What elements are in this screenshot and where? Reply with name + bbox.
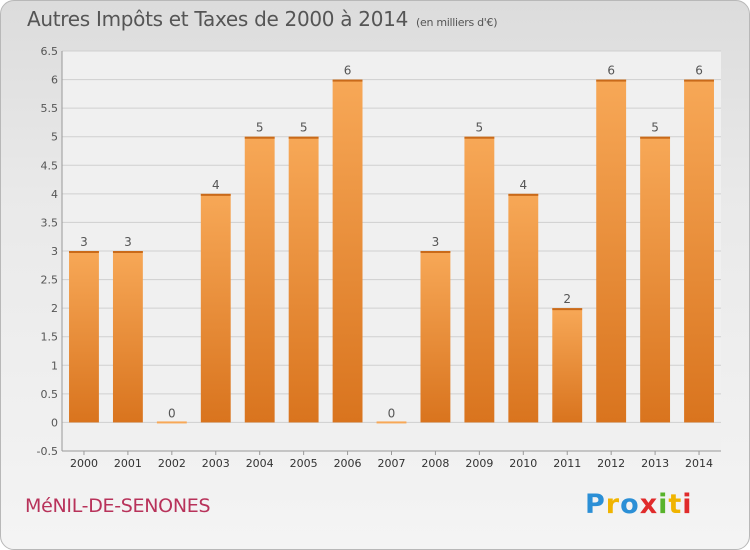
logo-letter: o bbox=[620, 489, 640, 520]
data-label: 6 bbox=[607, 64, 615, 78]
bar-top-edge bbox=[420, 251, 451, 253]
location-name: MéNIL-DE-SENONES bbox=[25, 495, 211, 517]
data-label: 6 bbox=[344, 64, 352, 78]
data-label: 3 bbox=[124, 235, 132, 249]
data-label: 0 bbox=[388, 406, 396, 420]
x-tick-label: 2014 bbox=[685, 457, 713, 470]
x-tick-label: 2001 bbox=[114, 457, 142, 470]
y-tick-label: 0.5 bbox=[41, 388, 59, 401]
bar bbox=[640, 136, 671, 423]
y-tick-label: 1.5 bbox=[41, 331, 59, 344]
bar bbox=[420, 251, 451, 423]
bar-top-edge bbox=[200, 193, 231, 196]
bar-top-edge bbox=[508, 193, 539, 196]
data-label: 0 bbox=[168, 406, 176, 420]
x-tick-label: 2011 bbox=[553, 457, 581, 470]
y-tick-label: 5.5 bbox=[41, 102, 59, 115]
y-tick-label: 5 bbox=[51, 131, 58, 144]
bar-top-edge bbox=[112, 251, 143, 253]
bar-top-edge bbox=[332, 79, 363, 82]
data-label: 5 bbox=[476, 121, 484, 135]
y-tick-label: 4.5 bbox=[41, 159, 59, 172]
bar bbox=[200, 193, 231, 423]
bar bbox=[684, 79, 714, 423]
bar bbox=[464, 136, 495, 423]
data-label: 4 bbox=[519, 178, 527, 192]
bar-top-edge bbox=[640, 136, 671, 139]
bar bbox=[376, 421, 407, 424]
y-tick-label: 2 bbox=[51, 302, 58, 315]
bar-top-edge bbox=[684, 79, 714, 82]
x-tick-label: 2004 bbox=[246, 457, 274, 470]
x-tick-label: 2005 bbox=[290, 457, 318, 470]
x-tick-label: 2012 bbox=[597, 457, 625, 470]
x-tick-label: 2000 bbox=[70, 457, 98, 470]
y-tick-label: 4 bbox=[51, 188, 58, 201]
data-label: 3 bbox=[80, 235, 88, 249]
bar-top-edge bbox=[288, 136, 319, 139]
bar-top-edge bbox=[244, 136, 275, 139]
bar-top-edge bbox=[464, 136, 495, 139]
x-tick-label: 2006 bbox=[334, 457, 362, 470]
x-tick-label: 2007 bbox=[378, 457, 406, 470]
data-label: 4 bbox=[212, 178, 220, 192]
y-tick-label: 6.5 bbox=[41, 45, 59, 58]
y-tick-label: 0 bbox=[51, 416, 58, 429]
bar-top-edge bbox=[69, 251, 99, 253]
x-tick-label: 2010 bbox=[509, 457, 537, 470]
chart-title: Autres Impôts et Taxes de 2000 à 2014 (en… bbox=[27, 7, 497, 31]
data-label: 5 bbox=[300, 121, 308, 135]
x-tick-label: 2002 bbox=[158, 457, 186, 470]
data-label: 3 bbox=[432, 235, 440, 249]
bar bbox=[244, 136, 275, 423]
bar bbox=[332, 79, 363, 423]
logo-letter: t bbox=[668, 489, 683, 520]
data-label: 5 bbox=[256, 121, 264, 135]
logo-letter: P bbox=[585, 489, 606, 520]
x-tick-label: 2008 bbox=[421, 457, 449, 470]
data-label: 6 bbox=[695, 64, 703, 78]
bar bbox=[508, 193, 539, 423]
chart-title-text: Autres Impôts et Taxes de 2000 à 2014 bbox=[27, 7, 408, 31]
y-tick-label: 2.5 bbox=[41, 274, 59, 287]
data-label: 2 bbox=[563, 292, 571, 306]
logo-letter: i bbox=[658, 489, 669, 520]
logo-letter: x bbox=[639, 489, 659, 520]
logo-letter: i bbox=[682, 489, 693, 520]
x-tick-label: 2003 bbox=[202, 457, 230, 470]
bar bbox=[112, 251, 143, 423]
y-tick-label: 3.5 bbox=[41, 216, 59, 229]
bar bbox=[69, 251, 99, 423]
y-tick-label: 6 bbox=[51, 74, 58, 87]
y-tick-label: 3 bbox=[51, 245, 58, 258]
bar bbox=[596, 79, 627, 423]
bar bbox=[288, 136, 319, 423]
y-tick-label: -0.5 bbox=[37, 445, 58, 458]
proxiti-logo: Proxiti bbox=[585, 489, 693, 520]
bar bbox=[156, 421, 187, 424]
x-tick-label: 2013 bbox=[641, 457, 669, 470]
bar bbox=[552, 308, 583, 423]
chart-unit: (en milliers d'€) bbox=[416, 16, 498, 29]
y-tick-label: 1 bbox=[51, 359, 58, 372]
bar-top-edge bbox=[552, 308, 583, 311]
bar-top-edge bbox=[596, 79, 627, 82]
x-tick-label: 2009 bbox=[465, 457, 493, 470]
data-label: 5 bbox=[651, 121, 659, 135]
logo-letter: r bbox=[605, 489, 621, 520]
